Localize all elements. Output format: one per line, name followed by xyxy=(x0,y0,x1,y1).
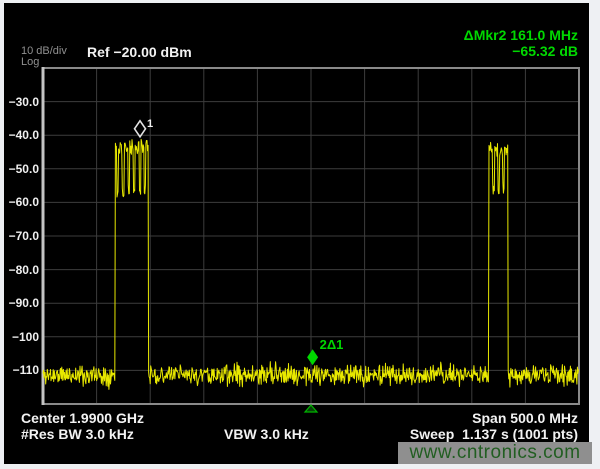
sweep-label: Sweep 1.137 s (1001 pts) xyxy=(409,426,578,442)
vbw-label: VBW 3.0 kHz xyxy=(224,426,309,442)
ref-level-label: Ref −20.00 dBm xyxy=(87,44,192,60)
delta-marker-freq-readout: ΔMkr2 161.0 MHz xyxy=(463,27,578,43)
res-bw-label: #Res BW 3.0 kHz xyxy=(21,426,134,442)
y-tick-label: −100 xyxy=(11,329,39,344)
y-tick-label: −30.0 xyxy=(8,94,39,109)
marker2-delta-label: 2Δ1 xyxy=(319,337,344,353)
log-scale-label: Log xyxy=(21,56,40,68)
scale-per-div-label: 10 dB/div xyxy=(21,45,67,57)
y-tick-label: −80.0 xyxy=(8,262,39,277)
marker1-label: 1 xyxy=(147,117,154,130)
center-frequency-label: Center 1.9900 GHz xyxy=(21,410,144,426)
y-tick-label: −40.0 xyxy=(8,128,39,143)
watermark-banner: www.cntronics.com xyxy=(398,442,592,464)
analyzer-screen xyxy=(4,3,589,464)
center-frequency-caret-icon xyxy=(303,404,319,413)
y-tick-label: −90.0 xyxy=(8,296,39,311)
marker2-diamond-icon xyxy=(307,349,319,366)
y-tick-label: −110 xyxy=(12,363,39,378)
marker1-diamond-icon xyxy=(133,119,147,139)
y-tick-label: −70.0 xyxy=(8,229,39,243)
delta-marker-ampl-readout: −65.32 dB xyxy=(512,43,578,59)
y-tick-label: −60.0 xyxy=(8,195,39,210)
y-tick-label: −50.0 xyxy=(8,161,39,176)
span-label: Span 500.0 MHz xyxy=(472,410,578,426)
